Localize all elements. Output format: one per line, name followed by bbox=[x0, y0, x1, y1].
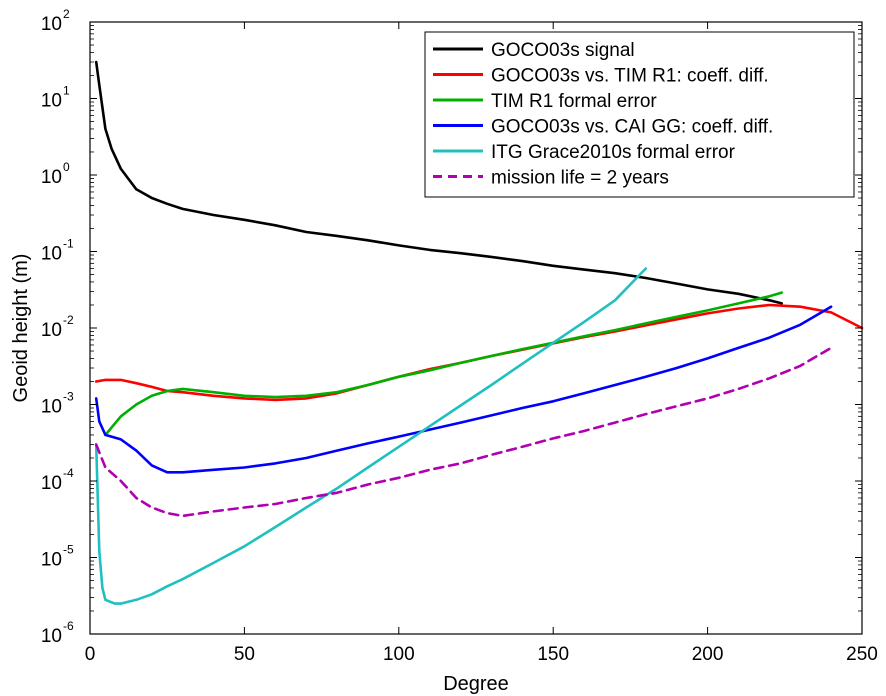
y-tick-exponent-4: -2 bbox=[63, 313, 74, 327]
y-tick-label-2: 10 bbox=[41, 473, 62, 494]
y-tick-exponent-1: -5 bbox=[63, 543, 74, 557]
legend-label-2: TIM R1 formal error bbox=[491, 91, 657, 112]
legend-label-5: mission life = 2 years bbox=[491, 168, 669, 189]
x-tick-label-3: 150 bbox=[537, 644, 569, 665]
y-tick-exponent-8: 2 bbox=[63, 7, 70, 21]
y-axis-label: Geoid height (m) bbox=[10, 254, 32, 403]
y-tick-exponent-6: 0 bbox=[63, 160, 70, 174]
series-line-2 bbox=[104, 291, 784, 437]
y-tick-label-6: 10 bbox=[41, 167, 62, 188]
y-tick-label-5: 10 bbox=[41, 244, 62, 265]
y-tick-exponent-5: -1 bbox=[63, 237, 74, 251]
y-tick-label-0: 10 bbox=[41, 626, 62, 647]
legend-label-0: GOCO03s signal bbox=[491, 40, 635, 61]
legend-label-4: ITG Grace2010s formal error bbox=[491, 142, 736, 163]
legend-label-3: GOCO03s vs. CAI GG: coeff. diff. bbox=[491, 117, 773, 138]
x-tick-label-0: 0 bbox=[85, 644, 96, 665]
y-tick-exponent-0: -6 bbox=[63, 619, 74, 633]
y-tick-label-1: 10 bbox=[41, 550, 62, 571]
series-layer bbox=[94, 60, 864, 605]
series-line-5 bbox=[94, 346, 833, 518]
y-tick-exponent-2: -4 bbox=[63, 466, 74, 480]
legend-label-1: GOCO03s vs. TIM R1: coeff. diff. bbox=[491, 66, 769, 87]
x-tick-label-2: 100 bbox=[383, 644, 415, 665]
series-line-0 bbox=[94, 60, 784, 305]
series-line-3 bbox=[94, 305, 833, 474]
x-tick-label-5: 250 bbox=[846, 644, 878, 665]
y-tick-exponent-3: -3 bbox=[63, 390, 74, 404]
y-tick-label-4: 10 bbox=[41, 320, 62, 341]
series-line-4 bbox=[94, 267, 648, 605]
x-tick-label-4: 200 bbox=[692, 644, 724, 665]
y-tick-label-3: 10 bbox=[41, 397, 62, 418]
y-tick-exponent-7: 1 bbox=[63, 84, 70, 98]
legend: GOCO03s signal GOCO03s vs. TIM R1: coeff.… bbox=[424, 31, 855, 198]
legend-box bbox=[424, 31, 855, 198]
x-tick-label-1: 50 bbox=[234, 644, 255, 665]
x-axis-label: Degree bbox=[443, 673, 509, 695]
y-tick-label-8: 10 bbox=[41, 14, 62, 35]
y-tick-label-7: 10 bbox=[41, 91, 62, 112]
